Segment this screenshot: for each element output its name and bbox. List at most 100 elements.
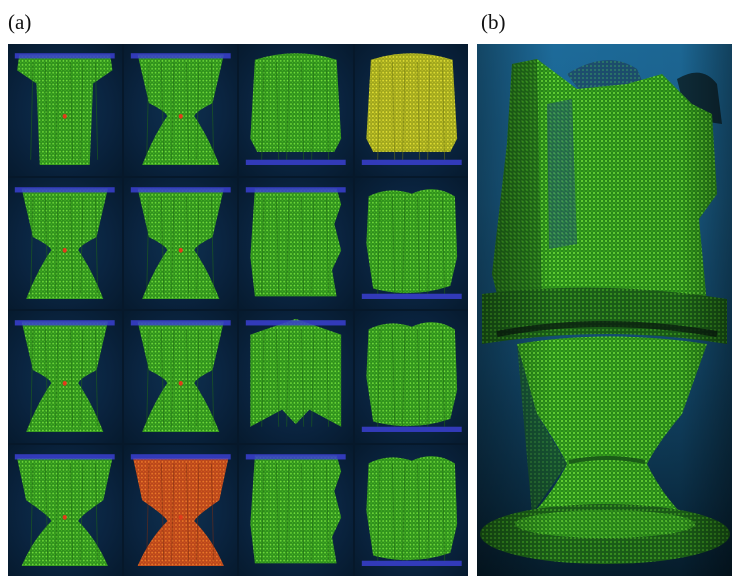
scan-line: [160, 195, 164, 294]
scan-line: [391, 329, 395, 427]
scan-line: [185, 195, 189, 294]
scan-line: [325, 62, 330, 160]
reference-bar: [14, 186, 115, 192]
scan-line: [80, 462, 84, 561]
scan-line: [45, 462, 49, 561]
scan-line: [185, 329, 189, 427]
scan-line: [441, 195, 445, 294]
scan-line: [261, 462, 265, 561]
reference-bar: [14, 53, 115, 59]
scan-point-cloud: [14, 320, 115, 432]
scan-line: [261, 195, 265, 294]
scan-line: [286, 329, 290, 427]
scan-line: [69, 329, 74, 427]
scan-tile-r1c4: [354, 44, 468, 176]
scan-line: [376, 195, 380, 294]
scan-line: [325, 462, 330, 561]
scan-line: [170, 462, 174, 561]
scan-line: [30, 329, 34, 427]
merged-point-cloud: [477, 44, 732, 576]
scan-point-cloud: [130, 453, 231, 566]
shading-overlay: [477, 44, 732, 576]
reference-bar: [245, 320, 346, 326]
reference-bar: [361, 159, 462, 165]
scan-line: [391, 195, 395, 294]
scan-line: [261, 329, 265, 427]
scan-surface: [17, 54, 113, 165]
scan-line: [170, 195, 174, 294]
panel-b-merged-model: [477, 44, 732, 576]
scan-surface: [365, 455, 457, 560]
scan-tile-r1c2: [123, 44, 237, 176]
scan-line: [69, 62, 74, 160]
scan-line: [441, 62, 445, 160]
scan-line: [300, 195, 305, 294]
scan-line: [416, 329, 420, 427]
reference-bar: [130, 53, 231, 59]
reference-bar: [245, 453, 346, 459]
scan-surface: [21, 321, 108, 432]
scan-line: [325, 329, 330, 427]
marker-point: [62, 247, 67, 253]
reference-bar: [14, 320, 115, 326]
scan-line: [94, 62, 99, 160]
scan-line: [210, 462, 214, 561]
scan-surface: [250, 455, 342, 563]
reference-bar: [361, 560, 462, 566]
reference-bar: [130, 453, 231, 459]
scan-point-cloud: [361, 455, 462, 566]
scan-surface: [365, 322, 457, 427]
scan-line: [311, 462, 315, 561]
scan-line: [416, 62, 420, 160]
scan-surface: [250, 318, 342, 427]
scan-tile-r2c3: [239, 177, 353, 309]
scan-line: [94, 329, 99, 427]
scan-tile-r2c4: [354, 177, 468, 309]
scan-line: [276, 462, 280, 561]
scan-line: [441, 329, 445, 427]
scan-tile-r4c4: [354, 444, 468, 576]
panel-a-label: (a): [8, 10, 32, 34]
scan-line: [276, 62, 280, 160]
scan-line: [210, 329, 214, 427]
scan-line: [210, 62, 214, 160]
scan-line: [94, 462, 99, 561]
scan-point-cloud: [14, 186, 115, 299]
scan-line: [311, 62, 315, 160]
scan-tile-r1c1: [8, 44, 122, 176]
scan-surface: [250, 188, 342, 296]
reference-bar: [14, 453, 115, 459]
scan-tile-r3c3: [239, 311, 353, 443]
scan-line: [426, 462, 430, 561]
scan-line: [300, 62, 305, 160]
scan-point-cloud: [245, 186, 346, 296]
scan-line: [300, 462, 305, 561]
scan-point-cloud: [361, 322, 462, 432]
marker-point: [178, 380, 183, 386]
scan-line: [69, 195, 74, 294]
scan-line: [325, 195, 330, 294]
scan-point-cloud: [130, 186, 231, 299]
scan-tile-r1c3: [239, 44, 353, 176]
marker-point: [62, 113, 67, 119]
scan-line: [55, 462, 59, 561]
scan-line: [311, 195, 315, 294]
scan-line: [261, 62, 265, 160]
scan-line: [170, 329, 174, 427]
scan-line: [416, 195, 420, 294]
scan-line: [145, 195, 149, 294]
scan-tile-r3c2: [123, 311, 237, 443]
scan-line: [145, 62, 149, 160]
scan-tile-r3c4: [354, 311, 468, 443]
panel-a-scan-grid: [8, 44, 468, 576]
scan-line: [300, 329, 305, 427]
scan-line: [401, 329, 405, 427]
scan-line: [160, 62, 164, 160]
scan-line: [210, 195, 214, 294]
scan-line: [426, 329, 430, 427]
scan-line: [145, 462, 149, 561]
scan-line: [80, 62, 84, 160]
scan-line: [45, 195, 49, 294]
scan-point-cloud: [361, 188, 462, 299]
scan-line: [391, 462, 395, 561]
